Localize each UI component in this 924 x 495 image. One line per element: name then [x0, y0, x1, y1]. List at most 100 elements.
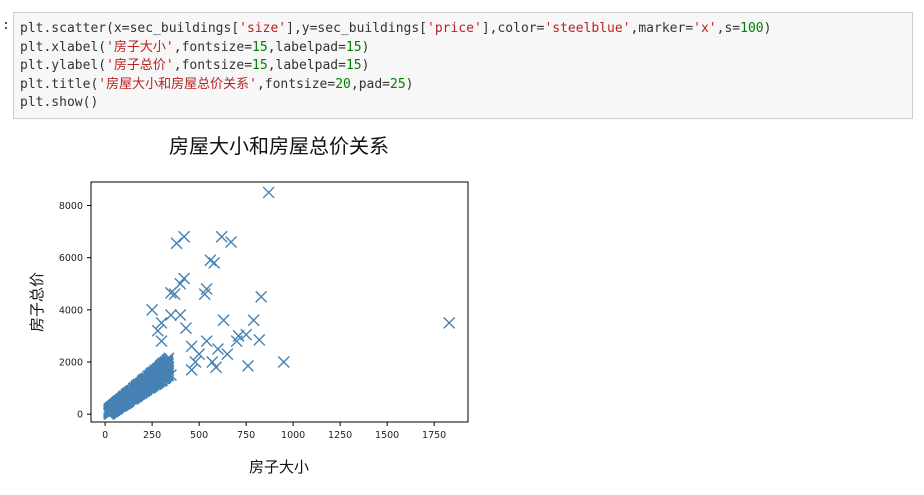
x-axis-label: 房子大小 [249, 458, 309, 476]
y-tick-label: 6000 [59, 253, 83, 264]
code-token: ) [763, 21, 772, 36]
data-point [215, 230, 228, 243]
code-token: ,marker= [630, 21, 694, 36]
data-point [204, 254, 217, 267]
data-point [155, 335, 168, 348]
y-tick-label: 2000 [59, 358, 83, 369]
data-point [168, 288, 181, 301]
data-point [164, 286, 177, 299]
data-point [164, 369, 177, 382]
code-token: plt.scatter(x=sec_buildings[ [20, 21, 240, 36]
code-token: ) [361, 58, 370, 73]
code-token: 100 [740, 21, 764, 36]
code-token: '房屋大小和房屋总价关系' [98, 76, 257, 92]
y-tick-label: 4000 [59, 305, 83, 316]
cell-prompt: : [2, 18, 10, 33]
cell-output: 房屋大小和房屋总价关系 0 250 500 750 1000 1250 1500 1750 0 2… [0, 120, 924, 491]
code-line: plt.ylabel('房子总价',fontsize=15,labelpad=1… [20, 57, 771, 76]
code-token: ,fontsize= [173, 58, 253, 73]
code-token: 'steelblue' [544, 21, 631, 36]
data-point [217, 314, 230, 327]
data-point [185, 363, 198, 376]
x-tick-label: 750 [237, 430, 255, 441]
data-point [147, 373, 159, 385]
code-token: 25 [390, 76, 406, 92]
data-point [206, 356, 219, 368]
data-point [178, 272, 191, 285]
data-point [200, 335, 213, 348]
x-tick-label: 250 [143, 430, 161, 441]
data-point [262, 186, 275, 199]
x-tick-label: 1750 [422, 430, 446, 441]
data-point [211, 342, 224, 355]
data-point [174, 277, 187, 290]
data-point [111, 399, 123, 411]
data-point [189, 356, 202, 368]
code-token: ) [361, 39, 370, 55]
code-token: 'price' [427, 21, 482, 36]
code-token: ,s= [716, 21, 741, 36]
data-point [255, 290, 268, 303]
data-point [185, 340, 198, 353]
code-token: 15 [345, 58, 362, 73]
data-point [230, 335, 243, 348]
code-token: plt.show() [20, 95, 99, 110]
code-token: plt.xlabel( [20, 39, 107, 55]
code-token: 15 [345, 39, 362, 55]
code-token: plt.title( [20, 76, 99, 92]
data-point [155, 316, 168, 329]
scatter-chart: 房屋大小和房屋总价关系 0 250 500 750 1000 1250 1500 1750 0 2… [28, 134, 469, 476]
code-token: plt.ylabel( [20, 58, 107, 73]
code-token: 15 [252, 58, 268, 73]
data-point [198, 288, 211, 301]
data-point [145, 376, 157, 388]
code-line: plt.title('房屋大小和房屋总价关系',fontsize=20,pad=… [20, 76, 771, 95]
data-point [225, 236, 238, 248]
code-token: 20 [335, 76, 351, 92]
data-points [103, 186, 456, 420]
x-tick-label: 0 [102, 430, 108, 441]
data-point [161, 368, 173, 380]
code-line: plt.xlabel('房子大小',fontsize=15,labelpad=1… [20, 39, 771, 58]
code-token: 15 [252, 39, 268, 55]
data-point [242, 359, 254, 372]
code-token: '房子大小' [106, 39, 174, 55]
data-point [253, 333, 266, 346]
code-line: plt.show() [20, 94, 771, 113]
data-point [178, 230, 191, 243]
code-token: ,labelpad= [267, 58, 346, 73]
plot-area: 0 250 500 750 1000 1250 1500 1750 0 2000 4000 6000 8… [59, 181, 469, 441]
x-tick-label: 500 [190, 430, 208, 441]
code-token: '房子总价' [106, 58, 174, 73]
data-point [240, 328, 253, 341]
data-point [154, 362, 166, 374]
data-point [157, 358, 169, 370]
x-tick-label: 1500 [375, 430, 399, 441]
data-point [155, 359, 167, 371]
code-line: plt.scatter(x=sec_buildings['size'],y=se… [20, 20, 771, 39]
code-token: 'size' [239, 21, 287, 36]
x-tick-label: 1250 [328, 430, 352, 441]
code-token: ,labelpad= [267, 39, 346, 55]
code-token: ,pad= [350, 76, 391, 92]
code-editor[interactable]: plt.scatter(x=sec_buildings['size'],y=se… [20, 20, 771, 113]
code-token: 'x' [693, 21, 717, 36]
data-point [208, 256, 221, 269]
code-token: ,fontsize= [173, 39, 253, 55]
data-point [170, 237, 183, 250]
data-point [146, 303, 159, 316]
data-point [131, 391, 143, 403]
code-cell[interactable]: plt.scatter(x=sec_buildings['size'],y=se… [13, 12, 913, 119]
data-point [247, 314, 260, 327]
y-tick-label: 0 [77, 410, 83, 421]
code-token: ,fontsize= [256, 76, 336, 92]
y-axis-label: 房子总价 [28, 272, 46, 332]
data-point [103, 403, 115, 415]
y-tick-label: 8000 [59, 201, 83, 212]
data-point [443, 316, 456, 329]
data-point [151, 324, 164, 337]
data-point [174, 309, 187, 322]
data-point [221, 348, 234, 361]
axes-frame [90, 181, 469, 423]
data-point [179, 322, 192, 335]
